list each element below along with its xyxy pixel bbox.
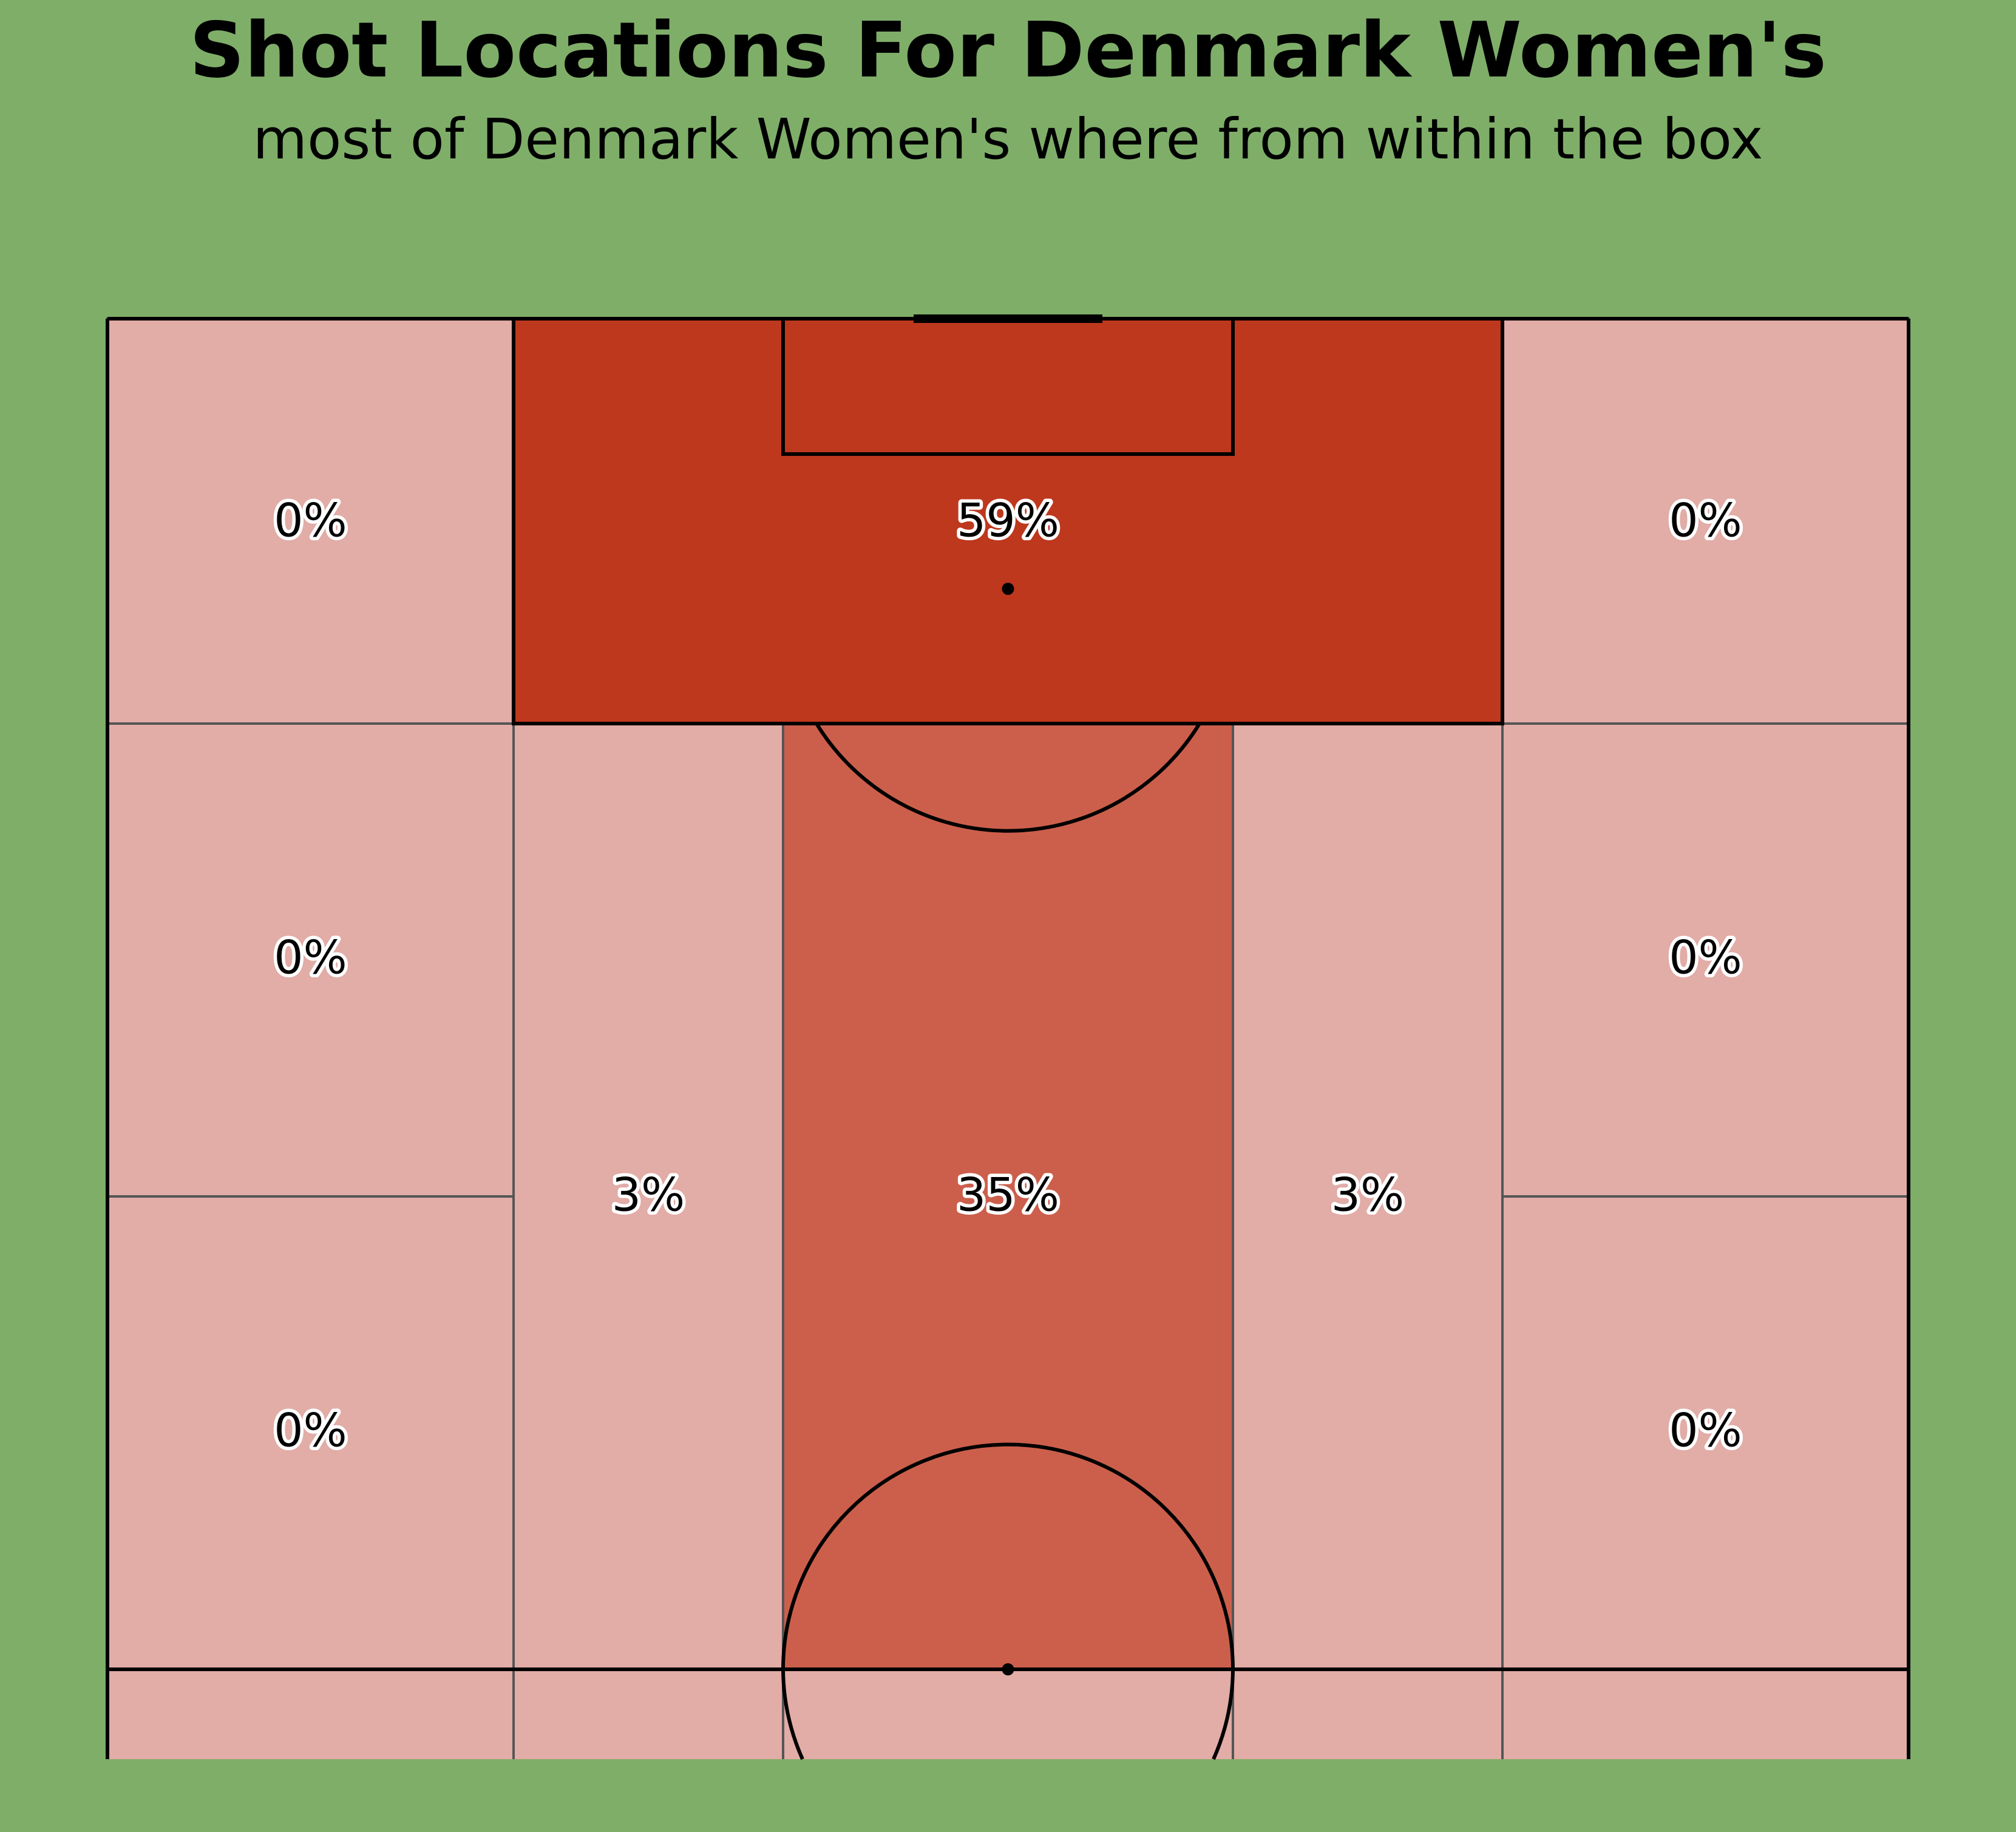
zone-right-wing-top [1501, 317, 1910, 725]
zone-right-wing-bottom [1501, 1195, 1910, 1671]
lower-half-strip [107, 1669, 1909, 1759]
zone-labels-layer: 0% 0% 0% 59% 3% 35% 3% 0% 0% 0% [271, 490, 1746, 1461]
chart-title: Shot Locations For Denmark Women's [189, 5, 1827, 95]
penalty-arc [815, 722, 1201, 833]
zone-label-central-channel: 35% [957, 1168, 1059, 1222]
zones-layer [106, 317, 1910, 1759]
zone-left-wing-middle [106, 722, 515, 1198]
zone-label-left-wing-top: 0% [274, 494, 347, 548]
zone-label-right-wing-middle: 0% [1669, 931, 1742, 985]
zone-central-channel [782, 722, 1234, 1671]
zone-penalty-box [512, 317, 1504, 725]
penalty-spot [1002, 583, 1014, 595]
pitch-lines [106, 314, 1910, 1760]
zone-label-penalty-box: 59% [957, 494, 1059, 548]
zone-label-right-wing-top: 0% [1669, 494, 1742, 548]
centre-spot [1002, 1663, 1014, 1675]
chart-subtitle: most of Denmark Women's where from withi… [253, 107, 1763, 172]
zone-label-left-half-space: 3% [612, 1168, 685, 1222]
zone-right-wing-middle [1501, 722, 1910, 1198]
zone-label-left-wing-bottom: 0% [274, 1403, 347, 1457]
centre-circle [781, 1442, 1235, 1760]
zone-label-right-wing-bottom: 0% [1669, 1403, 1742, 1457]
zone-label-right-half-space: 3% [1331, 1168, 1405, 1222]
zone-label-left-wing-middle: 0% [274, 931, 347, 985]
